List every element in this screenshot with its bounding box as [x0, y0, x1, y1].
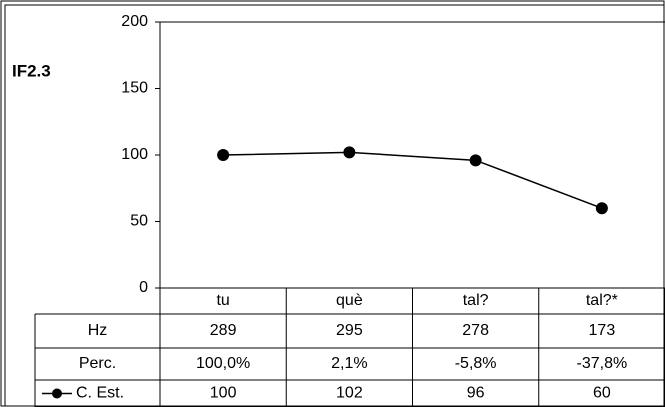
y-tick-label: 50	[130, 213, 148, 230]
table-cell: -37,8%	[577, 355, 628, 372]
y-tick-label: 100	[121, 146, 148, 163]
data-label: 102	[336, 385, 363, 402]
data-label: 60	[593, 385, 611, 402]
y-tick-label: 0	[139, 279, 148, 296]
y-tick-label: 200	[121, 13, 148, 30]
row-label: Hz	[88, 322, 108, 339]
data-label: 96	[467, 385, 485, 402]
point	[595, 202, 608, 215]
x-tick-label: tu	[216, 292, 229, 309]
table-cell: 2,1%	[331, 355, 367, 372]
table-cell: 173	[589, 322, 616, 339]
point	[469, 154, 482, 167]
table-cell: 295	[336, 322, 363, 339]
y-tick-label: 150	[121, 80, 148, 97]
table-cell: 278	[462, 322, 489, 339]
table-cell: 100,0%	[196, 355, 250, 372]
table-cell: -5,8%	[455, 355, 497, 372]
point	[217, 149, 230, 161]
chart-title: IF2.3	[12, 61, 51, 80]
line	[223, 151, 603, 209]
point	[343, 146, 356, 159]
data-label: 100	[210, 385, 237, 402]
x-tick-label: tal?	[463, 292, 489, 309]
x-tick-label: tal?*	[586, 292, 618, 309]
legend-label: C. Est.	[76, 385, 124, 402]
table-cell: 289	[210, 322, 237, 339]
legend-marker	[52, 388, 62, 399]
inner-frame	[4, 4, 665, 407]
x-tick-label: què	[336, 292, 363, 309]
row-label: Perc.	[79, 355, 116, 372]
